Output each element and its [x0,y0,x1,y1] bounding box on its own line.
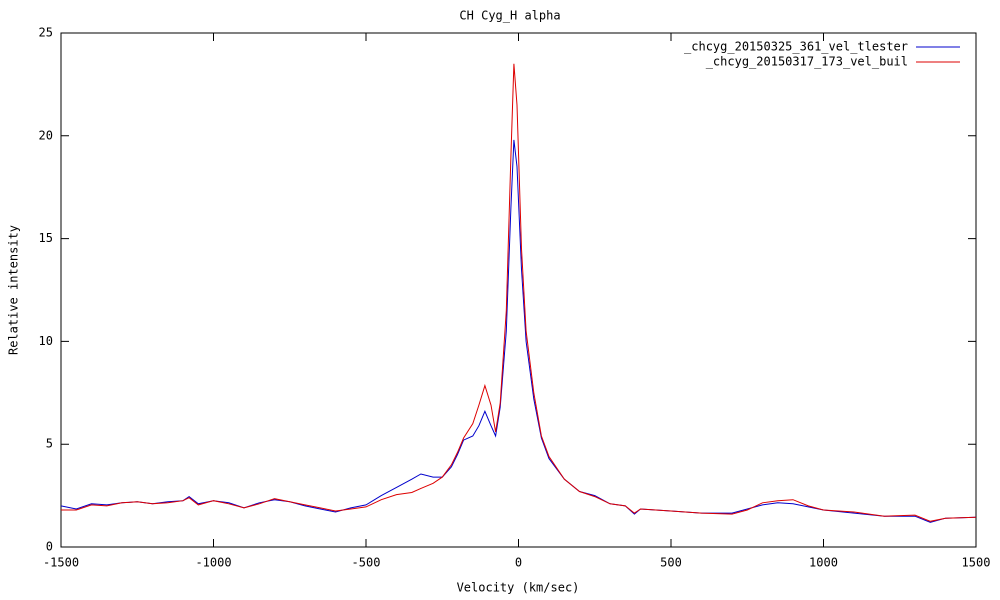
x-axis-label: Velocity (km/sec) [457,581,580,595]
legend-label: _chcyg_20150317_173_vel_buil [706,55,908,69]
x-tick-label: 0 [515,556,522,570]
x-tick-label: -500 [352,556,381,570]
x-tick-label: 500 [660,556,682,570]
x-tick-label: 1000 [809,556,838,570]
x-tick-label: -1500 [43,556,79,570]
y-tick-label: 20 [39,128,53,142]
y-tick-label: 10 [39,334,53,348]
x-tick-label: 1500 [962,556,991,570]
y-tick-label: 5 [46,437,53,451]
plot-border [60,32,977,548]
y-tick-label: 0 [46,540,53,554]
series-line [60,139,977,523]
legend-label: _chcyg_20150325_361_vel_tlester [684,40,908,54]
y-tick-label: 15 [39,231,53,245]
chart-title: CH Cyg_H alpha [459,9,560,23]
y-tick-label: 25 [39,26,53,40]
series-line [61,63,977,522]
y-axis-label: Relative intensity [7,225,21,355]
x-tick-label: -1000 [195,556,231,570]
